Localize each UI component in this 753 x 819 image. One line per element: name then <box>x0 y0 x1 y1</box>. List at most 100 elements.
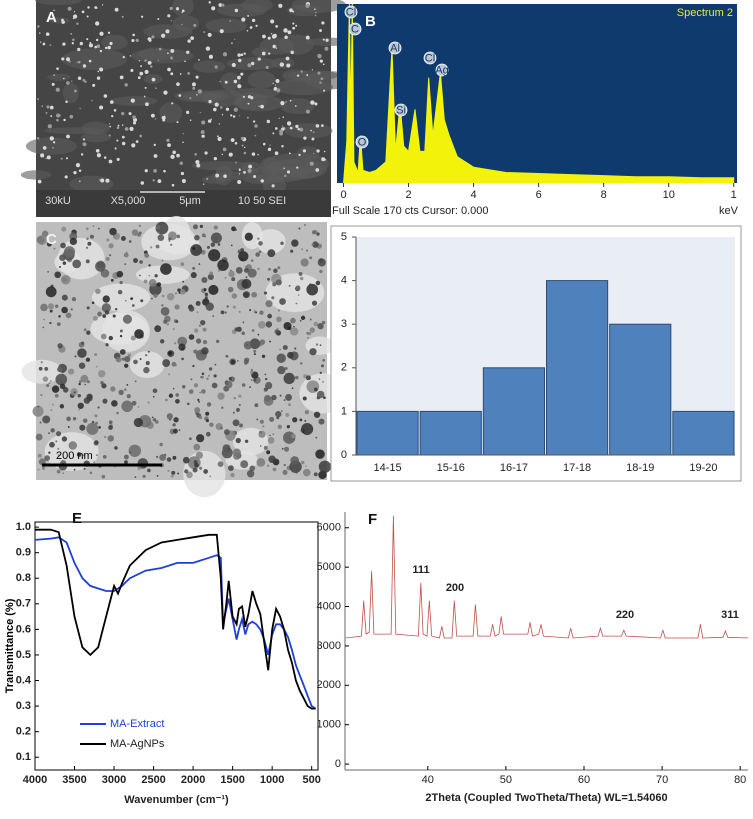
tem-particle <box>217 461 224 468</box>
sem-texture <box>20 170 52 180</box>
tem-particle <box>108 420 113 425</box>
tem-particle <box>71 296 77 302</box>
sem-particle <box>218 3 223 7</box>
sem-particle <box>286 170 291 174</box>
sem-particle <box>60 157 63 160</box>
sem-particle <box>40 153 45 158</box>
sem-particle <box>260 179 264 183</box>
sem-particle <box>72 38 75 42</box>
sem-particle <box>221 114 224 116</box>
sem-particle <box>88 43 93 48</box>
tem-particle <box>173 342 177 345</box>
tem-particle <box>294 347 297 350</box>
panel-label: F <box>368 511 377 528</box>
tem-particle <box>78 380 82 384</box>
x-axis-label: Wavenumber (cm⁻¹) <box>124 794 229 806</box>
tem-particle <box>264 390 266 393</box>
tem-particle <box>49 441 55 448</box>
tem-particle <box>129 451 132 454</box>
tem-particle <box>50 428 55 433</box>
y-tick-label: 0.3 <box>16 700 31 712</box>
tem-particle <box>102 314 107 318</box>
sem-particle <box>46 105 50 109</box>
tem-particle <box>193 443 201 451</box>
sem-particle <box>75 162 81 168</box>
sem-texture <box>280 98 315 115</box>
tem-particle <box>109 227 117 236</box>
tem-particle <box>154 274 158 278</box>
tem-particle <box>283 399 286 402</box>
tem-particle <box>133 417 144 428</box>
sem-particle <box>62 42 66 46</box>
sem-particle <box>267 36 271 40</box>
tem-particle <box>61 436 68 442</box>
tem-particle <box>59 266 61 268</box>
tem-particle <box>265 377 268 381</box>
tem-particle <box>70 308 73 311</box>
tem-particle <box>217 259 229 271</box>
tem-particle <box>192 364 195 368</box>
sem-particle <box>104 46 108 50</box>
tem-particle <box>78 408 81 411</box>
sem-particle <box>113 109 117 112</box>
sem-particle <box>257 57 261 61</box>
sem-particle <box>233 79 238 84</box>
tem-particle <box>89 471 93 475</box>
y-tick-label: 0.1 <box>16 751 31 763</box>
tem-particle <box>55 440 58 443</box>
tem-particle <box>122 314 133 324</box>
sem-particle <box>286 63 291 68</box>
tem-particle <box>118 389 124 396</box>
tem-particle <box>259 419 264 424</box>
sem-particle <box>157 59 159 62</box>
tem-particle <box>237 359 239 362</box>
tem-particle <box>235 437 241 444</box>
tem-particle <box>171 361 177 367</box>
panel-label: A <box>46 9 57 26</box>
sem-particle <box>186 50 190 54</box>
sem-particle <box>196 94 198 96</box>
tem-particle <box>72 259 82 269</box>
tem-particle <box>264 373 267 376</box>
sem-particle <box>181 11 183 14</box>
panel-label: D <box>338 241 349 258</box>
tem-particle <box>205 411 210 416</box>
sem-particle <box>45 111 48 114</box>
tem-particle <box>190 378 193 381</box>
sem-particle <box>243 52 246 55</box>
tem-particle <box>309 318 312 321</box>
tem-particle <box>155 244 160 249</box>
x-tick-label: 1000 <box>260 774 284 786</box>
sem-particle <box>190 36 195 40</box>
sem-particle <box>181 9 185 13</box>
tem-particle <box>241 383 246 387</box>
tem-particle <box>269 434 272 437</box>
tem-particle <box>287 439 290 441</box>
sem-particle <box>63 118 66 122</box>
tem-particle <box>194 328 199 333</box>
tem-particle <box>233 396 237 400</box>
tem-particle <box>262 425 265 428</box>
sem-particle <box>80 153 84 156</box>
tem-particle <box>186 471 193 479</box>
tem-particle <box>304 419 307 422</box>
sem-particle <box>316 149 320 153</box>
tem-particle <box>318 378 321 380</box>
sem-particle <box>73 170 77 175</box>
tem-particle <box>94 414 98 418</box>
sem-particle <box>144 69 149 75</box>
tem-particle <box>242 321 245 324</box>
sem-particle <box>323 150 326 153</box>
tem-particle <box>85 259 90 264</box>
sem-particle <box>248 164 253 169</box>
sem-particle <box>37 179 42 184</box>
tem-particle <box>42 376 49 382</box>
tem-particle <box>32 405 44 417</box>
sem-particle <box>77 60 81 64</box>
tem-particle <box>177 336 188 347</box>
tem-particle <box>153 293 158 298</box>
tem-particle <box>265 383 267 385</box>
tem-particle <box>280 241 284 245</box>
tem-particle <box>200 375 204 379</box>
sem-particle <box>222 52 228 57</box>
